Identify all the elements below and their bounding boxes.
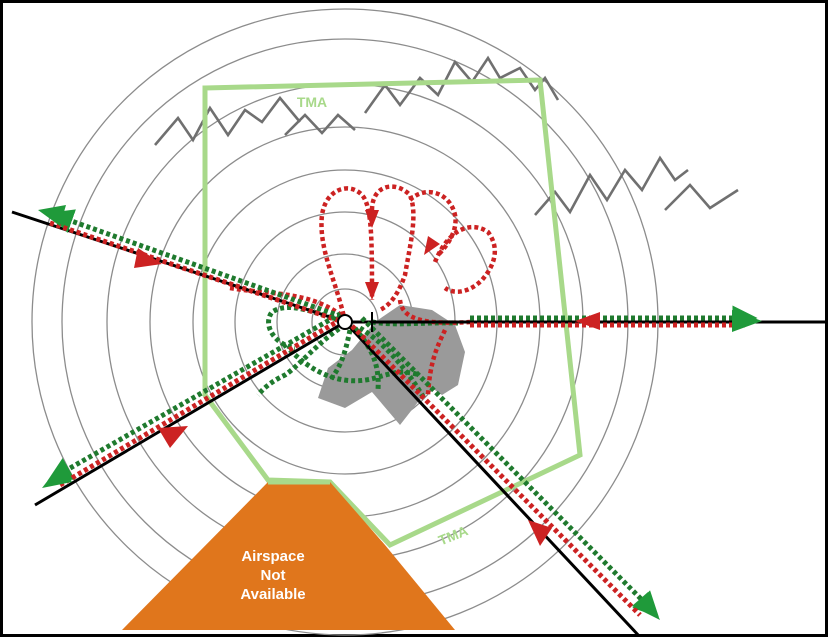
inbound-arrows	[134, 248, 600, 546]
outbound-arrow-west	[38, 205, 66, 226]
airways	[11, 210, 828, 637]
inbound-arrow-southwest	[158, 426, 188, 448]
tma-label-bottom: TMA	[436, 522, 470, 548]
airport-symbol	[337, 312, 373, 332]
restricted-airspace	[122, 482, 455, 630]
mountain-ridge-4	[534, 155, 689, 216]
arrival-arrow-3	[424, 236, 440, 255]
mountain-ridge-1	[154, 95, 301, 146]
inbound-arrow-southeast	[528, 520, 552, 546]
airspace-label-line-3: Available	[240, 586, 305, 603]
track-southeast-green	[360, 316, 659, 617]
track-west-green	[48, 209, 341, 319]
track-west-red	[49, 220, 341, 324]
airway-southwest	[34, 320, 346, 507]
arrival-approach-west	[229, 285, 347, 320]
airway-southeast	[343, 320, 642, 637]
arrival-loop-1	[319, 186, 375, 323]
terrain-shadow-main	[318, 305, 465, 425]
inbound-arrow-west	[134, 248, 162, 268]
arrival-loop-4	[432, 225, 498, 294]
inbound-arrow-east	[575, 312, 600, 330]
airspace-label-line-1: Airspace	[241, 548, 304, 565]
mountain-ridge-5	[664, 183, 739, 211]
enroute-tracks	[47, 209, 758, 617]
track-southwest-green	[47, 311, 342, 482]
arrival-loop-3	[408, 189, 458, 257]
departure-route-loop	[288, 348, 421, 384]
outbound-arrows	[38, 205, 762, 620]
mountain-ridge-2	[284, 113, 356, 136]
track-southeast-red	[350, 324, 642, 617]
departure-route-south-2	[353, 326, 381, 391]
airport-icon	[337, 314, 353, 330]
arrival-arrows	[365, 210, 440, 300]
departure-route-southwest	[256, 322, 347, 397]
track-southwest-red	[58, 317, 342, 488]
arrival-loop-2	[369, 184, 416, 313]
arrival-arrow-1	[365, 210, 379, 228]
arrival-arrow-2	[365, 282, 379, 300]
outbound-arrow-southwest	[42, 462, 72, 488]
tma-boundary	[202, 77, 583, 549]
airspace-label-line-2: Not	[261, 567, 286, 584]
terrain-shadow	[318, 305, 465, 425]
outbound-arrow-east	[732, 310, 762, 332]
outbound-arrow-southeast	[632, 592, 660, 620]
mountains	[154, 55, 739, 216]
tma-label-top: TMA	[297, 94, 327, 110]
arrival-approach-south	[425, 329, 448, 396]
